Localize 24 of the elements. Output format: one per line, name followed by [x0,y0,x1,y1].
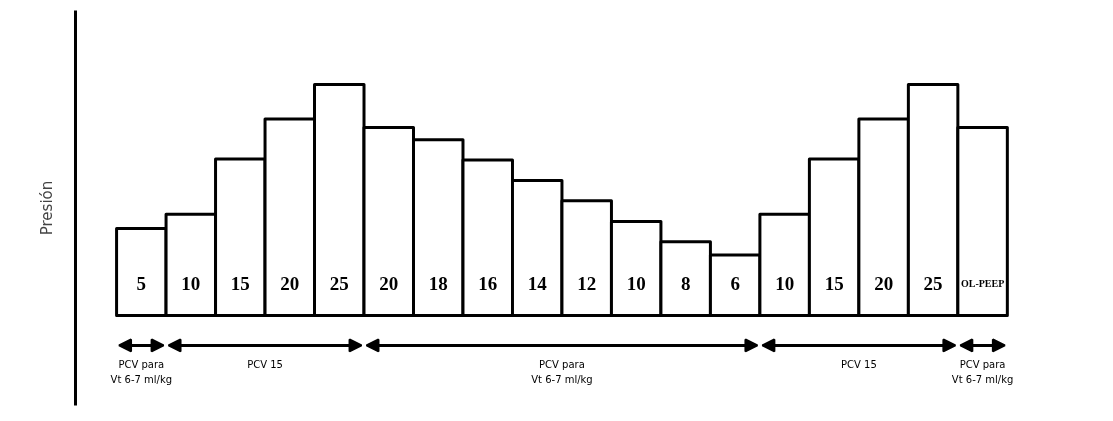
text: PCV 15 [841,359,877,371]
x-tick-label: 20 [874,272,894,294]
x-tick-label: 12 [577,272,597,294]
x-tick-label: 25 [923,272,943,294]
x-tick-label: 16 [478,272,498,294]
text: PCV para Vt 6-7 ml/kg [110,359,173,385]
x-tick-label: 8 [680,272,691,294]
x-tick-label: 10 [626,272,646,294]
x-tick-label: 14 [527,272,548,294]
text: PCV 15 [247,359,283,371]
text: PCV para Vt 6-7 ml/kg [531,359,593,385]
x-tick-label: 10 [181,272,201,294]
x-tick-label: 15 [824,272,844,294]
y-axis-title: Presión [37,180,56,236]
x-tick-label: 18 [428,272,448,294]
x-tick-label: 10 [775,272,795,294]
x-tick-label: 5 [136,272,147,294]
x-tick-label: 20 [379,272,399,294]
x-tick-label: 20 [280,272,300,294]
x-tick-label: 15 [230,272,250,294]
text: PCV para Vt 6-7 ml/kg [951,359,1014,385]
x-tick-label: OL-PEEP [960,277,1005,289]
x-tick-label: 25 [329,272,349,294]
x-tick-label: 6 [730,272,740,294]
